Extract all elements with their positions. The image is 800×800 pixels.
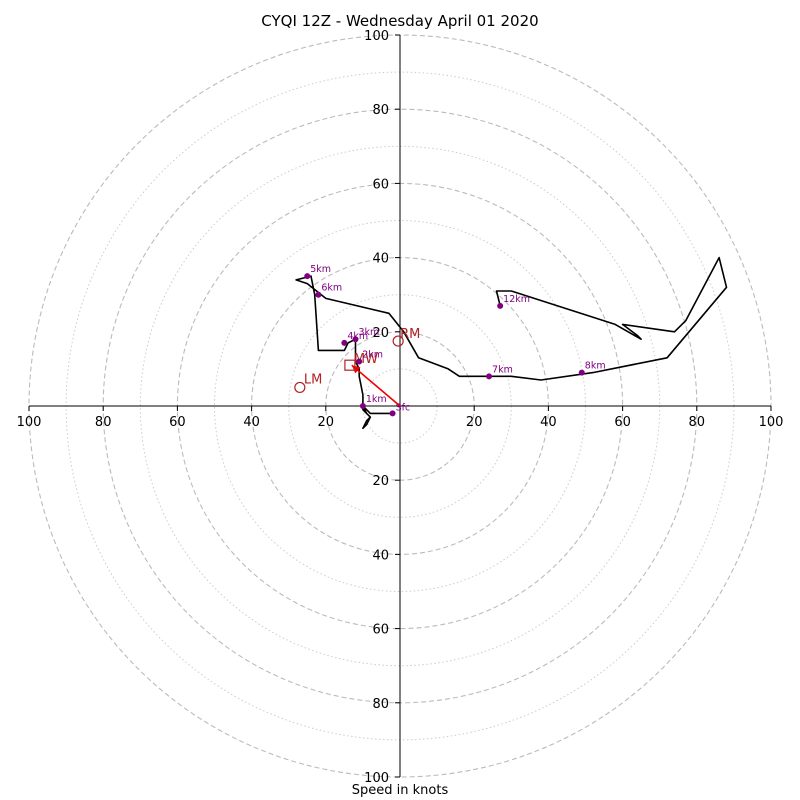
x-tick-label: 80 — [689, 415, 706, 430]
height-marker-point — [356, 358, 363, 365]
y-tick-label: 100 — [364, 29, 389, 44]
x-tick-label: 20 — [318, 415, 335, 430]
height-marker-label: 6km — [321, 283, 342, 294]
y-tick-label: 20 — [372, 474, 389, 489]
y-tick-label: 20 — [372, 326, 389, 341]
height-marker-point — [304, 273, 311, 280]
mean-wind-marker — [344, 359, 356, 371]
surface-marker-point — [389, 410, 396, 417]
x-tick-label: 40 — [540, 415, 557, 430]
x-tick-label: 60 — [614, 415, 631, 430]
y-tick-label: 60 — [372, 177, 389, 192]
height-marker-point — [578, 369, 585, 376]
right-mover-marker — [392, 335, 404, 347]
height-marker-label: 2km — [362, 349, 383, 360]
y-tick-label: 80 — [372, 697, 389, 712]
chart-title: CYQI 12Z - Wednesday April 01 2020 — [261, 12, 539, 30]
height-marker-point — [486, 373, 493, 380]
height-marker-point — [341, 339, 348, 346]
storm-motion-arrowhead — [351, 365, 361, 374]
y-tick-label: 80 — [372, 103, 389, 118]
height-marker-point — [359, 403, 366, 409]
left-mover-label: LM — [304, 372, 322, 387]
right-mover-label: RM — [400, 327, 420, 342]
height-marker-label: 7km — [492, 364, 513, 375]
hodograph-trace — [295, 256, 728, 430]
height-marker-label: 1km — [366, 394, 387, 405]
height-marker-label: 12km — [503, 294, 530, 305]
y-tick-label: 40 — [372, 548, 389, 563]
x-axis-label: Speed in knots — [351, 783, 449, 798]
height-marker-label: 3km — [358, 327, 379, 338]
y-tick-label: 40 — [372, 252, 389, 267]
x-tick-label: 20 — [466, 415, 483, 430]
y-tick-label: 100 — [364, 771, 389, 786]
x-tick-label: 80 — [95, 415, 112, 430]
height-marker-point — [352, 336, 359, 343]
x-tick-label: 100 — [759, 415, 784, 430]
surface-marker-label: Sfc — [396, 402, 411, 413]
height-marker-label: 4km — [347, 331, 368, 342]
height-marker-label: 8km — [585, 361, 606, 372]
x-tick-label: 60 — [169, 415, 186, 430]
height-marker-label: 5km — [310, 264, 331, 275]
x-tick-label: 100 — [17, 415, 42, 430]
height-marker-point — [315, 291, 322, 298]
storm-motion-vector — [351, 364, 401, 407]
height-marker-point — [497, 302, 504, 309]
x-tick-label: 40 — [243, 415, 260, 430]
left-mover-marker — [294, 381, 306, 394]
y-tick-label: 60 — [372, 623, 389, 638]
